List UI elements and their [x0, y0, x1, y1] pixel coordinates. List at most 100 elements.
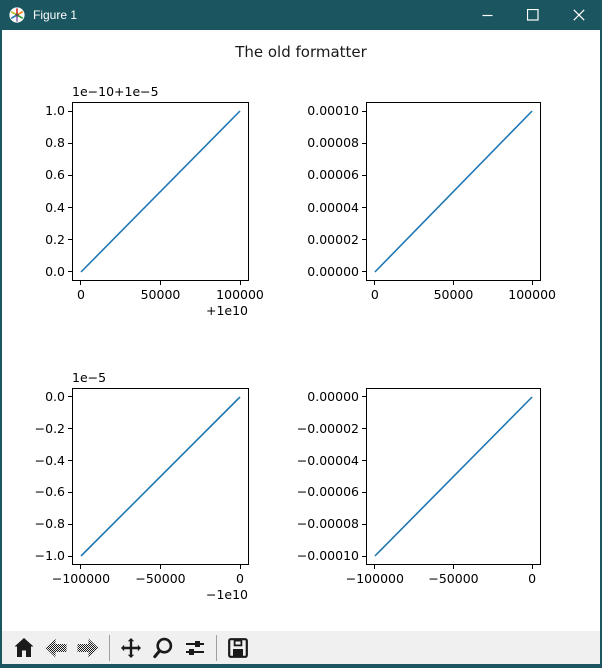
y-tick-label: −0.00002 — [296, 420, 359, 436]
y-tick-mark — [362, 110, 366, 112]
figure-canvas[interactable]: The old formatter 1.0 0.8 0.6 0.4 0.2 0.0 0 500… — [2, 30, 600, 631]
y-tick-label: −0.00008 — [296, 516, 359, 532]
y-tick-label: 0.00006 — [307, 167, 359, 183]
close-button[interactable] — [556, 0, 602, 30]
y-tick-mark — [68, 239, 72, 241]
maximize-button[interactable] — [510, 0, 556, 30]
y-tick-mark — [68, 207, 72, 209]
save-icon — [226, 636, 250, 660]
x-offset-text: −1e10 — [205, 587, 248, 602]
y-tick-label: −0.8 — [34, 516, 65, 532]
y-tick-mark — [362, 460, 366, 462]
y-tick-label: 0.4 — [45, 199, 65, 215]
y-tick-mark — [68, 523, 72, 525]
x-tick-mark — [160, 281, 161, 285]
x-tick-label: 50000 — [140, 287, 181, 302]
y-tick-label: 0.00010 — [307, 103, 359, 119]
y-tick-label: 0.8 — [45, 135, 65, 151]
zoom-button[interactable] — [148, 633, 178, 663]
y-tick-label: 0.00008 — [307, 135, 359, 151]
back-icon — [44, 636, 68, 660]
x-tick-mark — [80, 565, 82, 569]
y-tick-mark — [362, 271, 366, 273]
toolbar-separator — [109, 634, 110, 661]
y-tick-label: 0.00004 — [307, 199, 359, 215]
y-tick-mark — [68, 142, 72, 144]
y-tick-label: 0.00002 — [307, 231, 359, 247]
x-offset-text: +1e10 — [205, 303, 248, 318]
y-tick-label: −0.00010 — [296, 548, 359, 564]
back-button[interactable] — [41, 633, 71, 663]
y-tick-label: −0.00004 — [296, 452, 359, 468]
y-tick-label: 0.0 — [45, 263, 65, 279]
x-tick-label: 50000 — [433, 287, 474, 302]
x-tick-label: 0 — [370, 287, 379, 302]
y-tick-label: 0.00000 — [307, 388, 359, 404]
y-tick-mark — [68, 428, 72, 430]
x-tick-label: −50000 — [428, 571, 479, 586]
subplot-top-right[interactable] — [366, 102, 541, 281]
y-tick-mark — [362, 142, 366, 144]
y-tick-mark — [68, 460, 72, 462]
subplot-bottom-right[interactable] — [366, 388, 541, 565]
x-tick-mark — [239, 565, 241, 569]
y-tick-label: 1.0 — [45, 103, 65, 119]
toolbar — [2, 631, 600, 664]
minimize-button[interactable] — [464, 0, 510, 30]
x-tick-mark — [160, 565, 161, 569]
x-tick-label: −100000 — [51, 571, 111, 586]
matplotlib-logo-icon — [9, 7, 25, 23]
y-tick-mark — [362, 396, 366, 398]
y-tick-label: 0.2 — [45, 231, 65, 247]
subplots-button[interactable] — [180, 633, 210, 663]
pan-button[interactable] — [116, 633, 146, 663]
x-tick-label: −50000 — [135, 571, 186, 586]
y-tick-label: −0.00006 — [296, 484, 359, 500]
y-tick-mark — [362, 174, 366, 176]
y-tick-mark — [68, 174, 72, 176]
forward-icon — [76, 636, 100, 660]
plot-line — [80, 396, 241, 557]
y-tick-label: −0.6 — [34, 484, 65, 500]
close-icon — [573, 9, 585, 21]
x-tick-label: 0 — [236, 571, 244, 586]
plot-line — [374, 396, 533, 557]
x-tick-label: 100000 — [508, 287, 556, 302]
figure-title: The old formatter — [235, 43, 367, 61]
y-tick-mark — [68, 271, 72, 273]
x-tick-label: 0 — [76, 287, 85, 302]
x-tick-mark — [453, 281, 454, 285]
subplot-bottom-left[interactable] — [72, 388, 249, 565]
x-tick-label: −100000 — [345, 571, 404, 586]
minimize-icon — [482, 14, 492, 16]
x-tick-mark — [374, 281, 376, 285]
y-offset-text: 1e−10+1e−5 — [72, 84, 159, 99]
y-tick-mark — [68, 555, 72, 557]
y-tick-mark — [362, 428, 366, 430]
y-tick-mark — [362, 207, 366, 209]
x-tick-mark — [531, 281, 533, 285]
plot-line — [374, 110, 533, 273]
window-title: Figure 1 — [33, 8, 78, 22]
forward-button[interactable] — [73, 633, 103, 663]
x-tick-label: 0 — [528, 571, 537, 586]
y-tick-label: 0.00000 — [307, 263, 359, 279]
x-tick-mark — [453, 565, 454, 569]
home-button[interactable] — [9, 633, 39, 663]
window-controls — [464, 0, 602, 30]
x-tick-label: 100000 — [216, 287, 264, 302]
y-offset-text: 1e−5 — [72, 370, 107, 385]
save-button[interactable] — [223, 633, 253, 663]
x-tick-mark — [80, 281, 82, 285]
y-tick-label: −0.2 — [34, 420, 65, 436]
y-tick-label: −0.4 — [34, 452, 65, 468]
y-tick-mark — [362, 523, 366, 525]
y-tick-mark — [362, 555, 366, 557]
x-tick-mark — [374, 565, 376, 569]
titlebar[interactable]: Figure 1 — [0, 0, 602, 30]
y-tick-label: 0.0 — [45, 388, 65, 404]
y-tick-mark — [68, 110, 72, 112]
zoom-icon — [151, 636, 175, 660]
subplot-top-left[interactable] — [72, 102, 249, 281]
